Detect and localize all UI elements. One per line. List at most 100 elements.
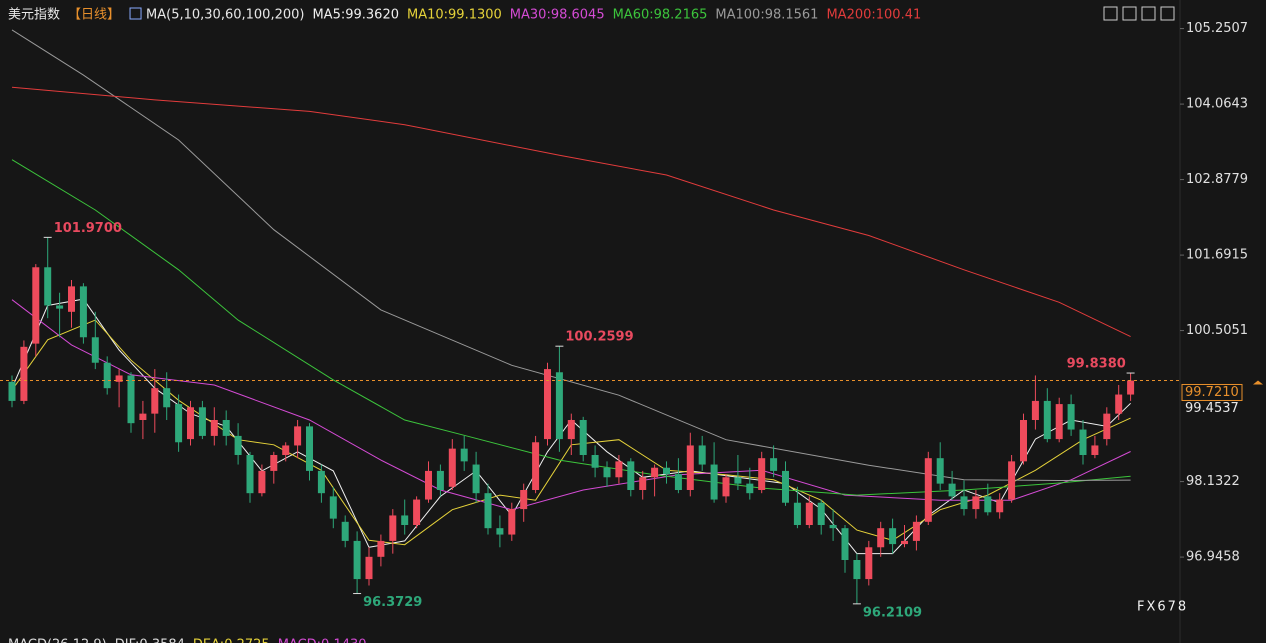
y-tick-label: 105.2507 <box>1186 21 1248 36</box>
icon[interactable] <box>1103 6 1118 21</box>
candle-body <box>793 502 801 525</box>
candle-body <box>901 540 908 545</box>
candle-body <box>567 420 575 440</box>
candle-body <box>413 499 421 525</box>
candle-body <box>520 490 528 510</box>
candle-body <box>591 455 599 468</box>
y-tick-label: 104.0643 <box>1186 97 1248 112</box>
y-tick-label: 96.9458 <box>1186 550 1240 565</box>
candle-body <box>294 426 302 446</box>
candle-body <box>163 388 171 408</box>
candle-body <box>841 528 849 560</box>
annotation-label: 96.3729 <box>363 595 422 610</box>
annotation-label: 99.8380 <box>1067 357 1126 372</box>
ma-icon <box>129 7 142 20</box>
footer-text: MACD:0.1430 <box>278 638 367 643</box>
candle-body <box>187 407 194 440</box>
candle-body <box>1020 420 1027 462</box>
candle-body <box>710 464 718 500</box>
header-text: MA100:98.1561 <box>715 8 818 23</box>
candle-body <box>996 499 1004 513</box>
candle-body <box>365 556 373 580</box>
header-text: 美元指数 <box>8 8 60 23</box>
candle-body <box>817 502 825 525</box>
candle-body <box>758 458 766 490</box>
candle-body <box>746 483 754 494</box>
candle-body <box>377 540 385 557</box>
candle-body <box>79 286 87 338</box>
candle-body <box>579 420 587 455</box>
candle-body <box>270 455 278 471</box>
candle-body <box>425 470 432 500</box>
candle-body <box>532 442 540 490</box>
candle-body <box>734 477 742 484</box>
candle-body <box>389 515 397 541</box>
candle-body <box>68 286 75 312</box>
candle-body <box>20 346 28 401</box>
candle-body <box>353 540 361 580</box>
candle-body <box>484 493 492 529</box>
header-text: MA30:98.6045 <box>510 8 605 23</box>
footer-text: DEA:0.2725 <box>193 638 270 643</box>
candle-body <box>1103 413 1111 440</box>
candle-body <box>865 547 873 580</box>
candle-body <box>234 435 242 455</box>
candle-body <box>401 515 409 525</box>
candle-body <box>853 560 861 580</box>
y-tick-label: 98.1322 <box>1186 474 1240 489</box>
annotation-label: 101.9700 <box>54 221 122 236</box>
annotation-label: 96.2109 <box>863 605 922 620</box>
candle-body <box>936 458 944 484</box>
candle-body <box>674 474 682 490</box>
candle-body <box>805 502 813 525</box>
candle-body <box>175 404 183 443</box>
ma-line <box>11 159 1131 496</box>
candle-body <box>496 528 504 535</box>
header-text: 【日线】 <box>68 8 120 23</box>
ma-line <box>11 319 1131 546</box>
y-tick-label: 101.6915 <box>1186 248 1248 263</box>
header-text: MA200:100.41 <box>826 8 921 23</box>
footer-text: MACD(26,12,9) <box>8 638 107 643</box>
candle-body <box>663 467 670 475</box>
candle-body <box>1091 445 1099 455</box>
icon[interactable] <box>1160 6 1175 21</box>
candle-body <box>103 362 111 389</box>
candle-body <box>877 528 885 548</box>
header-text: MA(5,10,30,60,100,200) <box>146 8 304 23</box>
candle-body <box>472 464 480 494</box>
candle-body <box>56 305 64 309</box>
candle-body <box>282 445 290 455</box>
candle-body <box>627 461 635 490</box>
ma-line <box>11 86 1131 338</box>
candle-body <box>139 413 147 420</box>
toolbar-icons[interactable] <box>1103 6 1175 21</box>
candle-body <box>1127 380 1135 395</box>
candle-body <box>984 496 992 513</box>
candle-body <box>1008 461 1016 500</box>
candle-body <box>91 337 99 363</box>
candle-body <box>460 448 468 462</box>
candle-body <box>115 375 123 382</box>
icon[interactable] <box>1122 6 1137 21</box>
candle-body <box>306 426 313 471</box>
candle-body <box>246 455 254 494</box>
candle-body <box>8 381 16 401</box>
candle-body <box>555 372 563 440</box>
candle-body <box>948 483 956 497</box>
candle-body <box>829 525 837 529</box>
last-price-label: 99.7210 <box>1185 385 1239 400</box>
candle-body <box>508 509 516 535</box>
candle-body <box>448 448 456 487</box>
candle-body <box>317 470 325 494</box>
candle-body <box>329 496 337 519</box>
candle-body <box>436 470 444 490</box>
candle-body <box>341 521 349 541</box>
candle-body <box>258 470 266 494</box>
candle-body <box>1079 429 1087 455</box>
candle-body <box>544 369 551 440</box>
icon[interactable] <box>1141 6 1156 21</box>
footer-text: DIF:0.3584 <box>115 638 185 643</box>
